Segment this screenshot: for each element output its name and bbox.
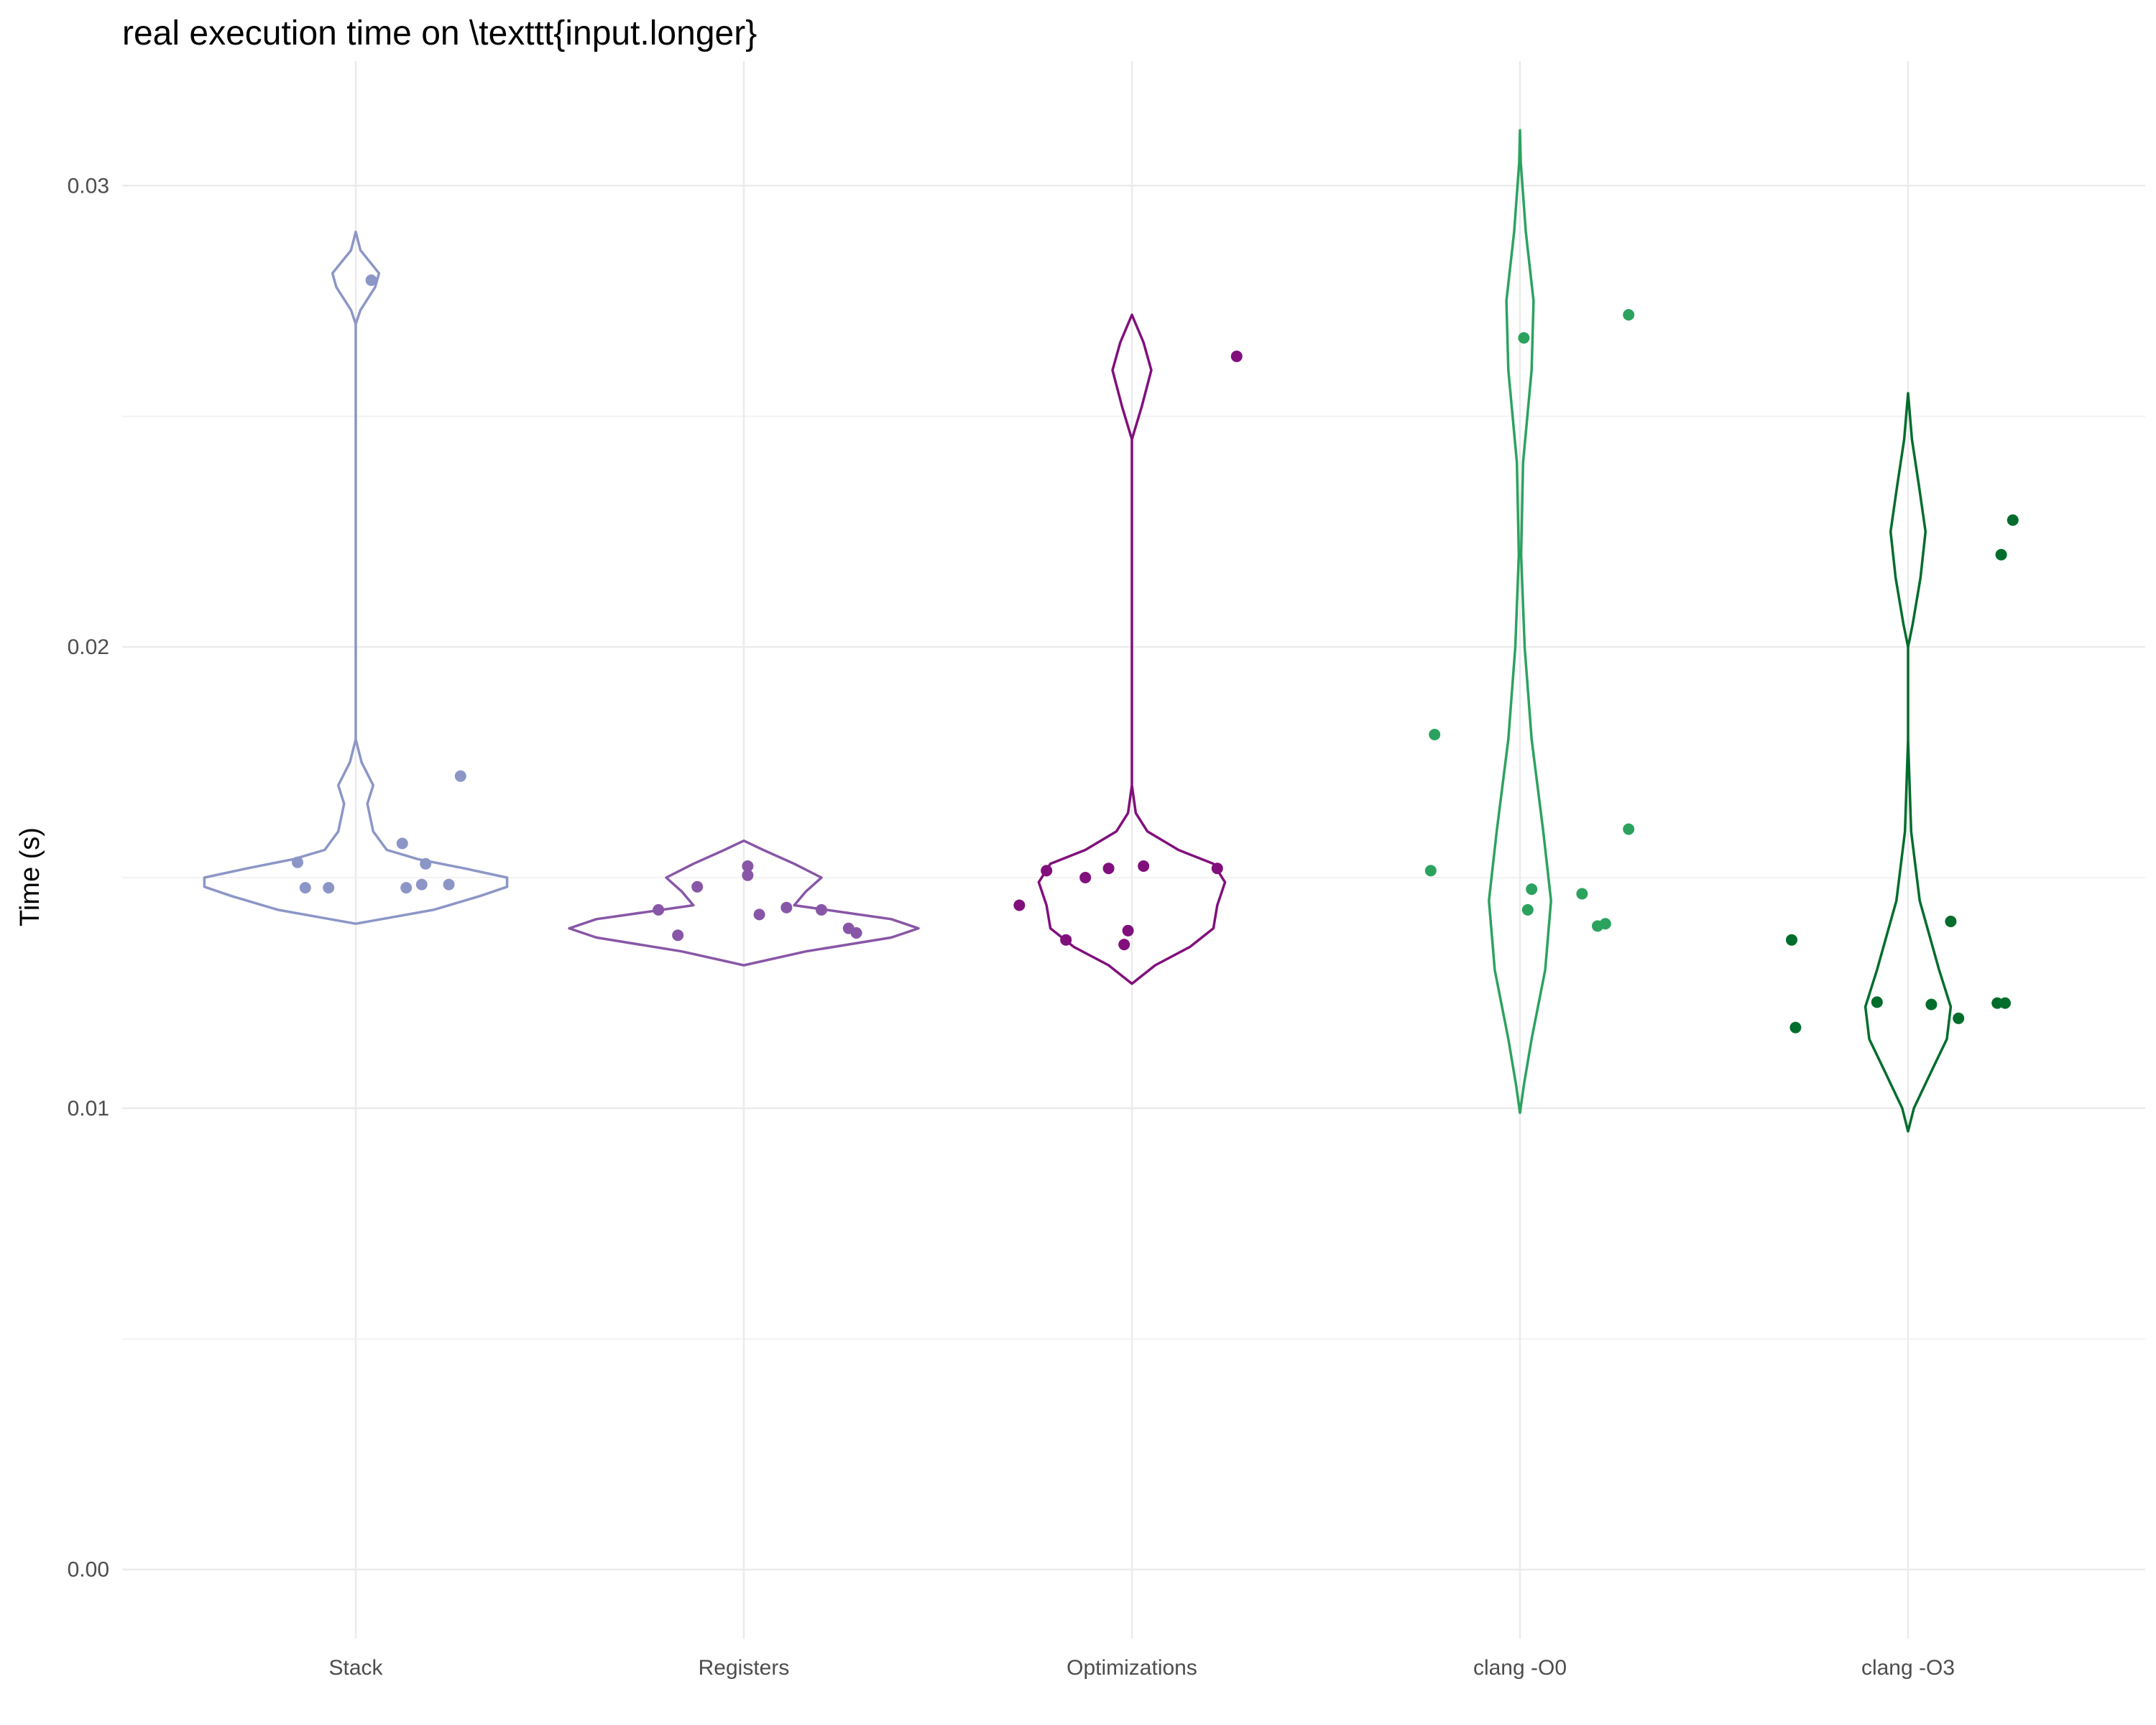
data-point — [780, 901, 793, 914]
data-point — [753, 908, 765, 921]
data-point — [1623, 823, 1635, 835]
violin-3 — [1488, 129, 1552, 1115]
data-point — [1230, 350, 1243, 362]
data-point — [415, 878, 428, 891]
y-tick-label: 0.01 — [68, 1097, 109, 1121]
data-point — [420, 857, 432, 870]
data-point — [1786, 934, 1797, 946]
y-tick-label: 0.03 — [68, 174, 109, 198]
chart-title: real execution time on \texttt{input.lon… — [122, 14, 757, 52]
data-point — [443, 878, 455, 891]
data-point — [1789, 1021, 1802, 1034]
data-point — [1871, 996, 1883, 1008]
data-point — [1945, 916, 1957, 927]
data-point — [653, 903, 665, 916]
data-point — [292, 856, 303, 868]
data-point — [742, 869, 754, 881]
data-point — [1041, 865, 1053, 877]
data-point — [323, 882, 335, 894]
y-axis-ticks: 0.00 0.01 0.02 0.03 — [68, 174, 109, 1581]
data-point — [742, 860, 754, 872]
data-point — [454, 770, 466, 782]
data-point — [1079, 872, 1092, 883]
violins — [203, 129, 1953, 1133]
data-point — [1623, 309, 1635, 321]
data-point — [1429, 729, 1441, 740]
data-point — [1122, 924, 1134, 937]
minor-gridlines — [122, 415, 2145, 1340]
violin-0 — [203, 230, 509, 925]
data-point — [1424, 865, 1437, 877]
data-point — [1211, 862, 1223, 875]
data-point — [365, 274, 377, 286]
data-point — [1102, 862, 1115, 875]
data-point — [816, 903, 827, 916]
data-point — [1953, 1012, 1965, 1024]
data-point — [396, 837, 408, 850]
data-point — [1999, 997, 2011, 1009]
data-point — [1576, 888, 1588, 900]
y-tick-label: 0.00 — [68, 1558, 109, 1582]
data-point — [1060, 934, 1072, 946]
y-axis-label: Time (s) — [15, 827, 45, 926]
data-point — [1526, 883, 1538, 896]
data-point — [1599, 918, 1611, 930]
data-point — [1925, 998, 1938, 1011]
x-tick-label: clang -O3 — [1861, 1656, 1955, 1680]
data-point — [1138, 860, 1150, 872]
data-point — [691, 880, 704, 893]
data-point — [400, 882, 413, 894]
x-tick-label: Registers — [699, 1656, 790, 1680]
data-point — [299, 882, 311, 894]
data-point — [1995, 548, 2007, 561]
data-point — [1518, 332, 1530, 344]
data-point — [1118, 939, 1130, 951]
x-tick-label: clang -O0 — [1473, 1656, 1567, 1680]
violin-4 — [1864, 392, 1953, 1133]
data-point — [1521, 903, 1534, 916]
major-gridlines — [122, 61, 2145, 1639]
data-points — [292, 274, 2019, 1034]
x-tick-label: Optimizations — [1067, 1656, 1197, 1680]
violin-1 — [568, 839, 920, 967]
data-point — [850, 927, 862, 939]
data-point — [2007, 514, 2019, 526]
x-axis-ticks: Stack Registers Optimizations clang -O0 clan… — [328, 1656, 1955, 1680]
y-tick-label: 0.02 — [68, 635, 109, 659]
data-point — [1013, 899, 1026, 911]
violin-2 — [1037, 313, 1227, 985]
data-point — [672, 929, 684, 942]
x-tick-label: Stack — [328, 1656, 383, 1680]
